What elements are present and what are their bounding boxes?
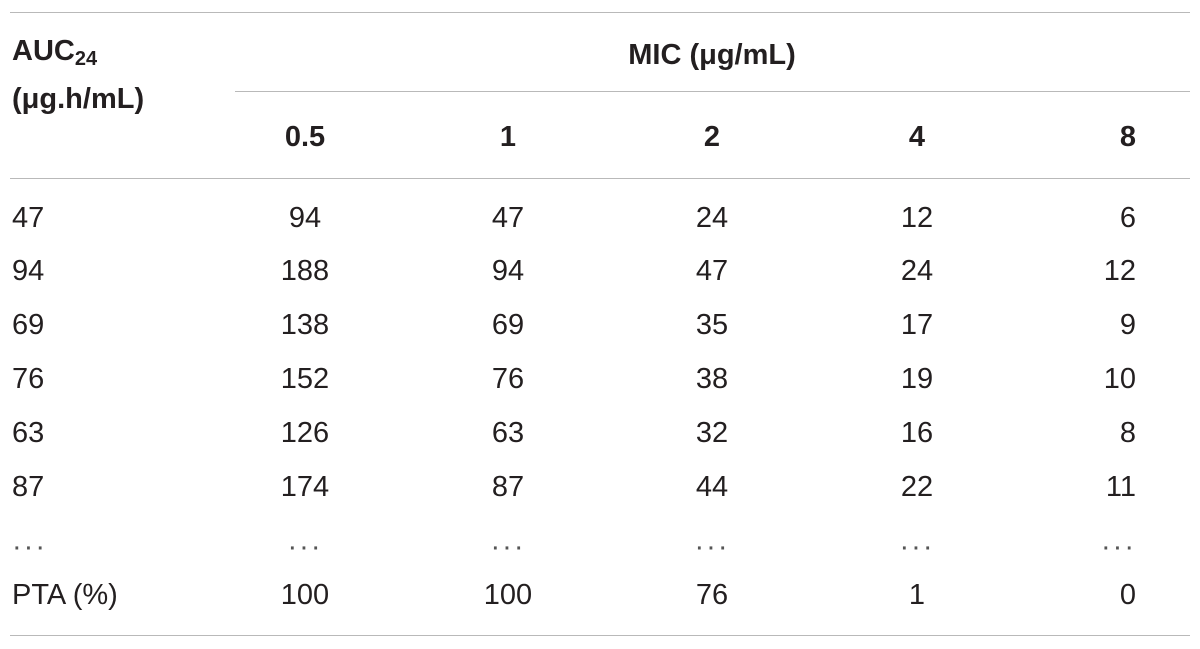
table-cell: 32 xyxy=(695,417,729,449)
table-cell: 126 xyxy=(280,417,330,449)
table-cell: 17 xyxy=(900,309,934,341)
table-cell: 63 xyxy=(491,417,525,449)
row-label: PTA (%) xyxy=(12,579,118,611)
spanner-rule xyxy=(235,91,1190,92)
row-label: ··· xyxy=(12,531,47,563)
table-cell: 152 xyxy=(280,363,330,395)
table-cell: 0 xyxy=(1119,579,1136,611)
table-cell: 8 xyxy=(1119,417,1136,449)
table-cell: 69 xyxy=(491,309,525,341)
row-label: 69 xyxy=(12,309,45,341)
table-cell: 94 xyxy=(288,202,322,234)
table-cell: 38 xyxy=(695,363,729,395)
table-cell: 24 xyxy=(695,202,729,234)
row-header-title: AUC24 xyxy=(12,34,97,71)
table-cell: 1 xyxy=(908,579,926,611)
table-cell: 100 xyxy=(483,579,533,611)
table-cell: 76 xyxy=(491,363,525,395)
table-cell: 44 xyxy=(695,471,729,503)
table-cell: 6 xyxy=(1119,202,1136,234)
table-cell: ··· xyxy=(899,531,935,563)
table-cell: 35 xyxy=(695,309,729,341)
spanning-header-mic: MIC (μg/mL) xyxy=(628,39,796,71)
table-cell: 12 xyxy=(1103,255,1136,287)
table-cell: 9 xyxy=(1119,309,1136,341)
bottom-rule xyxy=(10,635,1190,636)
table-cell: 22 xyxy=(900,471,934,503)
row-header-unit: (μg.h/mL) xyxy=(12,83,145,115)
table-cell: 87 xyxy=(491,471,525,503)
row-label: 87 xyxy=(12,471,45,503)
table-cell: 24 xyxy=(900,255,934,287)
table-cell: 188 xyxy=(280,255,330,287)
table-cell: 19 xyxy=(900,363,934,395)
table-cell: ··· xyxy=(694,531,730,563)
row-header-auc: AUC xyxy=(12,35,75,67)
table-cell: 11 xyxy=(1105,471,1136,503)
column-header: 0.5 xyxy=(284,121,326,153)
top-rule xyxy=(10,12,1190,13)
row-label: 47 xyxy=(12,202,45,234)
row-label: 76 xyxy=(12,363,45,395)
column-header: 1 xyxy=(499,121,517,153)
table-cell: 94 xyxy=(491,255,525,287)
row-label: 63 xyxy=(12,417,45,449)
row-label: 94 xyxy=(12,255,45,287)
table-cell: 76 xyxy=(695,579,729,611)
table-cell: 174 xyxy=(280,471,330,503)
table-cell: 12 xyxy=(900,202,934,234)
header-bottom-rule xyxy=(10,178,1190,179)
column-header: 8 xyxy=(1119,121,1136,153)
table-cell: 47 xyxy=(491,202,525,234)
column-header: 2 xyxy=(703,121,721,153)
row-header-auc-subscript: 24 xyxy=(74,48,98,70)
table-cell: ··· xyxy=(287,531,323,563)
table-cell: ··· xyxy=(1101,531,1136,563)
table-cell: 47 xyxy=(695,255,729,287)
table-cell: 16 xyxy=(900,417,934,449)
table-cell: 100 xyxy=(280,579,330,611)
table-cell: ··· xyxy=(490,531,526,563)
column-header: 4 xyxy=(908,121,926,153)
table-cell: 138 xyxy=(280,309,330,341)
table-cell: 10 xyxy=(1103,363,1136,395)
